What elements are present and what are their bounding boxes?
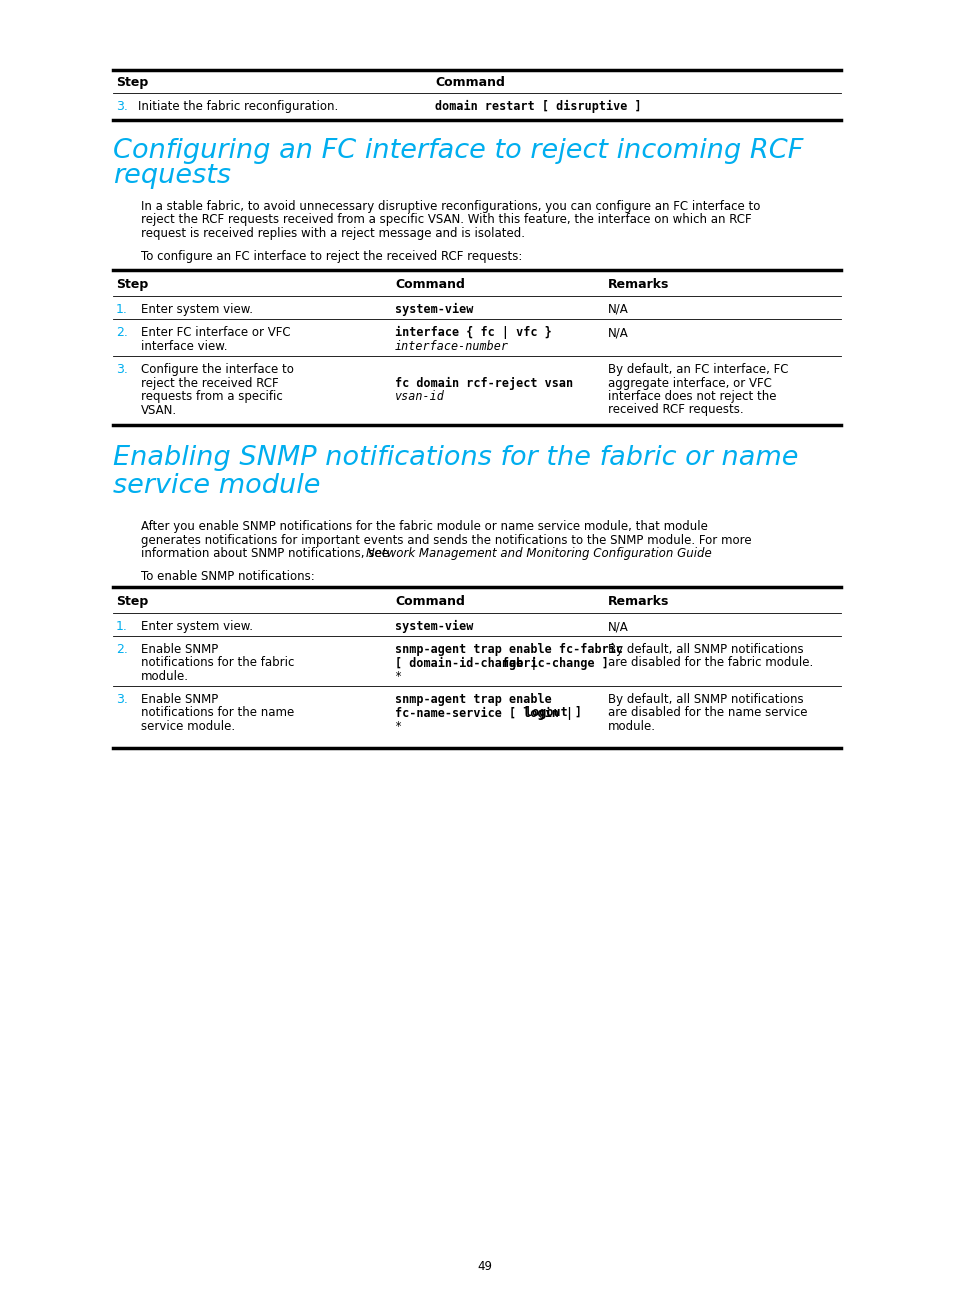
Text: notifications for the fabric: notifications for the fabric: [141, 657, 294, 670]
Text: received RCF requests.: received RCF requests.: [607, 403, 742, 416]
Text: Enter system view.: Enter system view.: [141, 303, 253, 316]
Text: generates notifications for important events and sends the notifications to the : generates notifications for important ev…: [141, 534, 751, 547]
Text: fc domain rcf-reject vsan: fc domain rcf-reject vsan: [395, 377, 573, 390]
Text: fc-name-service [ login |: fc-name-service [ login |: [395, 706, 573, 719]
Text: system-view: system-view: [395, 619, 473, 632]
Text: 2.: 2.: [116, 327, 128, 340]
Text: [ domain-id-change |: [ domain-id-change |: [395, 657, 537, 670]
Text: Step: Step: [116, 76, 148, 89]
Text: interface does not reject the: interface does not reject the: [607, 390, 776, 403]
Text: domain restart [ disruptive ]: domain restart [ disruptive ]: [435, 100, 641, 113]
Text: Network Management and Monitoring Configuration Guide: Network Management and Monitoring Config…: [366, 547, 711, 560]
Text: Enable SNMP: Enable SNMP: [141, 643, 218, 656]
Text: Configuring an FC interface to reject incoming RCF: Configuring an FC interface to reject in…: [112, 137, 802, 165]
Text: In a stable fabric, to avoid unnecessary disruptive reconfigurations, you can co: In a stable fabric, to avoid unnecessary…: [141, 200, 760, 213]
Text: are disabled for the name service: are disabled for the name service: [607, 706, 806, 719]
Text: *: *: [395, 721, 402, 734]
Text: By default, all SNMP notifications: By default, all SNMP notifications: [607, 693, 802, 706]
Text: 49: 49: [476, 1260, 492, 1273]
Text: .: .: [630, 547, 634, 560]
Text: Step: Step: [116, 279, 148, 292]
Text: Initiate the fabric reconfiguration.: Initiate the fabric reconfiguration.: [138, 100, 338, 113]
Text: By default, an FC interface, FC: By default, an FC interface, FC: [607, 363, 788, 376]
Text: fabric-change ]: fabric-change ]: [501, 657, 608, 670]
Text: 3.: 3.: [116, 693, 128, 706]
Text: interface-number: interface-number: [395, 340, 509, 353]
Text: 2.: 2.: [116, 643, 128, 656]
Text: *: *: [395, 670, 402, 683]
Text: Remarks: Remarks: [607, 279, 669, 292]
Text: module.: module.: [607, 721, 656, 734]
Text: notifications for the name: notifications for the name: [141, 706, 294, 719]
Text: To enable SNMP notifications:: To enable SNMP notifications:: [141, 570, 314, 583]
Text: Enabling SNMP notifications for the fabric or name: Enabling SNMP notifications for the fabr…: [112, 445, 798, 470]
Text: N/A: N/A: [607, 619, 628, 632]
Text: Remarks: Remarks: [607, 595, 669, 608]
Text: To configure an FC interface to reject the received RCF requests:: To configure an FC interface to reject t…: [141, 250, 522, 263]
Text: Step: Step: [116, 595, 148, 608]
Text: are disabled for the fabric module.: are disabled for the fabric module.: [607, 657, 812, 670]
Text: N/A: N/A: [607, 303, 628, 316]
Text: 1.: 1.: [116, 619, 128, 632]
Text: snmp-agent trap enable fc-fabric: snmp-agent trap enable fc-fabric: [395, 643, 622, 656]
Text: N/A: N/A: [607, 327, 628, 340]
Text: aggregate interface, or VFC: aggregate interface, or VFC: [607, 377, 771, 390]
Text: After you enable SNMP notifications for the fabric module or name service module: After you enable SNMP notifications for …: [141, 520, 707, 533]
Text: 3.: 3.: [116, 100, 128, 113]
Text: By default, all SNMP notifications: By default, all SNMP notifications: [607, 643, 802, 656]
Text: interface view.: interface view.: [141, 340, 227, 353]
Text: vsan-id: vsan-id: [395, 390, 444, 403]
Text: Configure the interface to: Configure the interface to: [141, 363, 294, 376]
Text: Command: Command: [435, 76, 504, 89]
Text: Command: Command: [395, 595, 464, 608]
Text: VSAN.: VSAN.: [141, 403, 177, 416]
Text: reject the RCF requests received from a specific VSAN. With this feature, the in: reject the RCF requests received from a …: [141, 214, 751, 227]
Text: logout ]: logout ]: [524, 706, 581, 719]
Text: interface { fc | vfc }: interface { fc | vfc }: [395, 327, 551, 340]
Text: system-view: system-view: [395, 303, 473, 316]
Text: snmp-agent trap enable: snmp-agent trap enable: [395, 693, 551, 706]
Text: reject the received RCF: reject the received RCF: [141, 377, 278, 390]
Text: request is received replies with a reject message and is isolated.: request is received replies with a rejec…: [141, 227, 524, 240]
Text: information about SNMP notifications, see: information about SNMP notifications, se…: [141, 547, 393, 560]
Text: service module.: service module.: [141, 721, 234, 734]
Text: requests from a specific: requests from a specific: [141, 390, 282, 403]
Text: module.: module.: [141, 670, 189, 683]
Text: Enter FC interface or VFC: Enter FC interface or VFC: [141, 327, 291, 340]
Text: 3.: 3.: [116, 363, 128, 376]
Text: requests: requests: [112, 163, 231, 189]
Text: 1.: 1.: [116, 303, 128, 316]
Text: Command: Command: [395, 279, 464, 292]
Text: service module: service module: [112, 473, 320, 499]
Text: Enable SNMP: Enable SNMP: [141, 693, 218, 706]
Text: Enter system view.: Enter system view.: [141, 619, 253, 632]
